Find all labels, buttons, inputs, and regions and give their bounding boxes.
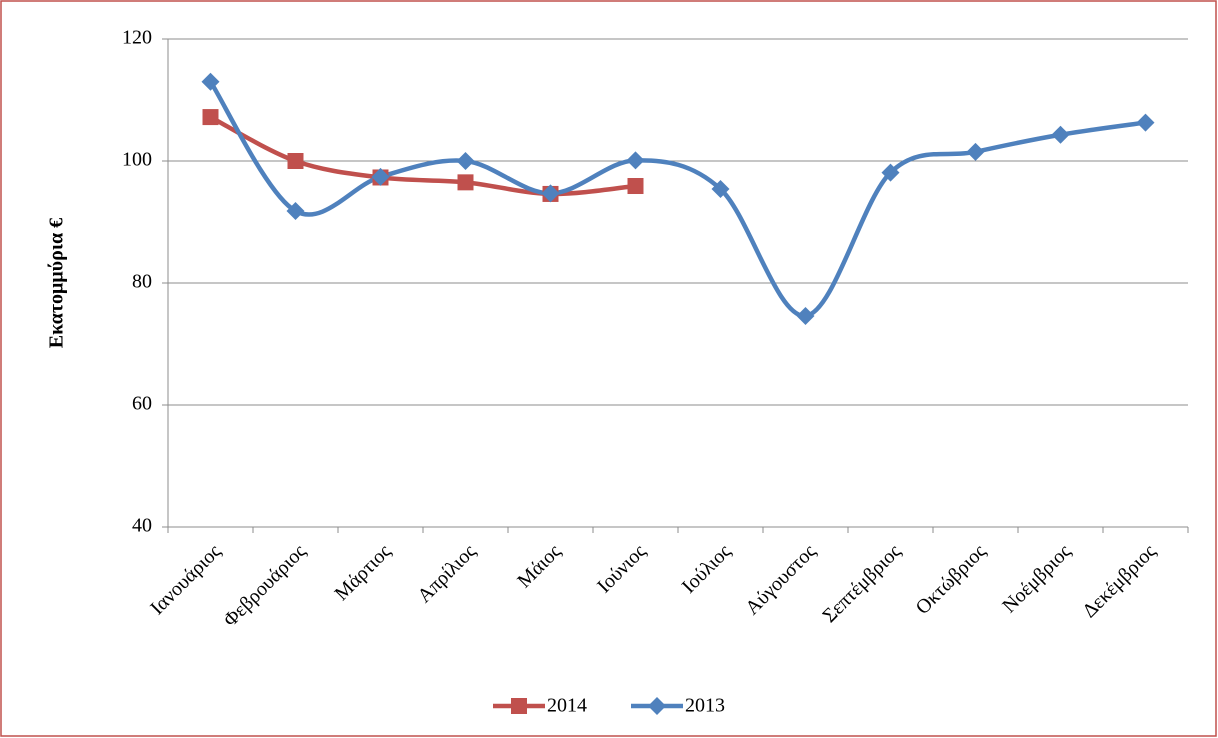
marker [371, 167, 390, 186]
y-tick-label: 120 [122, 27, 152, 49]
legend-label: 2013 [685, 695, 725, 717]
marker [648, 697, 666, 715]
marker [201, 72, 220, 91]
marker [287, 153, 304, 169]
marker [511, 698, 527, 714]
marker [457, 174, 474, 191]
y-tick-label: 100 [122, 149, 152, 171]
y-axis-label: Εκατομμύρια € [46, 218, 68, 348]
marker [1136, 113, 1155, 132]
marker [456, 152, 475, 170]
marker [627, 178, 644, 195]
legend-item: 2013 [631, 695, 725, 717]
legend-item: 2014 [493, 695, 587, 717]
y-tick-label: 60 [132, 393, 152, 415]
marker [202, 109, 219, 126]
marker [966, 142, 985, 161]
marker [796, 306, 815, 325]
marker [541, 184, 560, 203]
marker [881, 163, 900, 182]
y-tick-label: 80 [132, 271, 152, 293]
marker [286, 202, 305, 221]
marker [626, 151, 645, 170]
y-tick-label: 40 [132, 515, 152, 537]
legend-label: 2014 [547, 695, 587, 717]
marker [711, 180, 730, 199]
marker [1051, 125, 1070, 144]
